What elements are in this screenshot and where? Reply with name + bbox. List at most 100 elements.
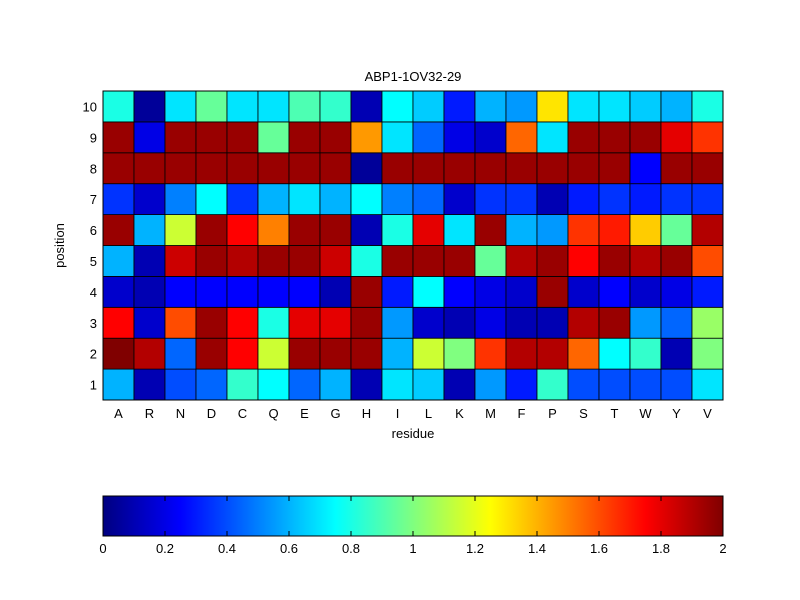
heatmap-cell-F-3 [505, 306, 538, 339]
heatmap-cell-K-5 [443, 245, 476, 277]
heatmap-cell-K-1 [443, 368, 476, 401]
heatmap-cell-G-4 [319, 275, 352, 308]
heatmap-cell-P-5 [536, 245, 569, 277]
heatmap-cell-K-2 [443, 337, 476, 370]
x-tick-label-A: A [114, 406, 123, 421]
heatmap-cell-Q-7 [257, 183, 290, 215]
heatmap-cell-G-1 [319, 368, 352, 401]
heatmap-cell-N-3 [164, 306, 197, 339]
heatmap-cell-K-4 [443, 275, 476, 308]
heatmap-cell-W-10 [629, 90, 662, 123]
y-tick-label-2: 2 [90, 347, 97, 362]
heatmap-cell-H-5 [350, 245, 383, 277]
heatmap-cell-T-2 [598, 337, 631, 370]
heatmap-cell-Y-6 [660, 214, 693, 246]
y-axis-label: position [52, 223, 67, 268]
heatmap-cell-Q-10 [257, 90, 290, 123]
x-tick-label-W: W [639, 406, 652, 421]
heatmap-cell-C-2 [226, 337, 259, 370]
heatmap-cell-T-3 [598, 306, 631, 339]
heatmap-cell-S-8 [567, 152, 600, 185]
heatmap-cell-E-6 [288, 214, 321, 246]
heatmap-cell-K-7 [443, 183, 476, 215]
heatmap-cell-M-10 [474, 90, 507, 123]
colorbar-tick-label: 0 [99, 541, 106, 556]
heatmap-cell-M-9 [474, 121, 507, 154]
heatmap-cell-W-8 [629, 152, 662, 185]
heatmap-cell-V-5 [691, 245, 724, 277]
colorbar-tick-label: 0.2 [156, 541, 174, 556]
x-tick-label-T: T [611, 406, 619, 421]
heatmap-cell-G-5 [319, 245, 352, 277]
heatmap-cell-S-3 [567, 306, 600, 339]
heatmap-cell-Q-8 [257, 152, 290, 185]
heatmap-cell-D-7 [195, 183, 228, 215]
heatmap-cell-N-10 [164, 90, 197, 123]
heatmap-cell-M-7 [474, 183, 507, 215]
heatmap-cell-C-8 [226, 152, 259, 185]
y-tick-labels: 1 2 3 4 5 6 7 8 9 10 [83, 99, 97, 392]
heatmap-cell-A-1 [102, 368, 135, 401]
heatmap-cell-F-9 [505, 121, 538, 154]
heatmap-cell-N-8 [164, 152, 197, 185]
colorbar-tick-label: 0.6 [280, 541, 298, 556]
heatmap-cell-S-1 [567, 368, 600, 401]
heatmap-cell-D-3 [195, 306, 228, 339]
heatmap-cell-Y-8 [660, 152, 693, 185]
y-tick-label-7: 7 [90, 192, 97, 207]
x-tick-label-S: S [579, 406, 588, 421]
heatmap-cell-S-9 [567, 121, 600, 154]
heatmap-cell-D-2 [195, 337, 228, 370]
heatmap-cell-A-4 [102, 275, 135, 308]
heatmap-cell-S-4 [567, 275, 600, 308]
heatmap-cell-V-6 [691, 214, 724, 246]
heatmap-cell-E-2 [288, 337, 321, 370]
heatmap-cell-F-5 [505, 245, 538, 277]
colorbar-tick-label: 1.6 [590, 541, 608, 556]
colorbar-tick-label: 0.8 [342, 541, 360, 556]
heatmap-cell-C-10 [226, 90, 259, 123]
heatmap-cell-T-7 [598, 183, 631, 215]
y-tick-label-1: 1 [90, 378, 97, 393]
heatmap-cell-A-2 [102, 337, 135, 370]
heatmap-cell-Y-7 [660, 183, 693, 215]
heatmap-cell-I-9 [381, 121, 414, 154]
heatmap-cell-V-3 [691, 306, 724, 339]
heatmap-cell-P-9 [536, 121, 569, 154]
heatmap-cell-V-1 [691, 368, 724, 401]
heatmap-cell-M-3 [474, 306, 507, 339]
heatmap-cell-V-10 [691, 90, 724, 123]
heatmap-cell-W-7 [629, 183, 662, 215]
heatmap-cells [102, 90, 724, 401]
heatmap-cell-G-2 [319, 337, 352, 370]
x-tick-label-H: H [362, 406, 371, 421]
colorbar-tick-label: 1.2 [466, 541, 484, 556]
heatmap-cell-Y-10 [660, 90, 693, 123]
heatmap-cell-S-10 [567, 90, 600, 123]
heatmap-cell-W-9 [629, 121, 662, 154]
heatmap-cell-T-1 [598, 368, 631, 401]
y-tick-label-6: 6 [90, 223, 97, 238]
colorbar-tick-label: 1.8 [652, 541, 670, 556]
heatmap-cell-L-3 [412, 306, 445, 339]
heatmap-cell-L-10 [412, 90, 445, 123]
heatmap-cell-E-8 [288, 152, 321, 185]
heatmap-cell-W-2 [629, 337, 662, 370]
x-tick-label-K: K [455, 406, 464, 421]
heatmap-cell-A-9 [102, 121, 135, 154]
colorbar-tick-label: 1.4 [528, 541, 546, 556]
plot-frame [102, 90, 724, 401]
y-tick-label-8: 8 [90, 161, 97, 176]
x-tick-label-C: C [238, 406, 247, 421]
heatmap-cell-L-7 [412, 183, 445, 215]
y-tick-label-10: 10 [83, 99, 97, 114]
heatmap-cell-E-9 [288, 121, 321, 154]
heatmap-cell-A-3 [102, 306, 135, 339]
heatmap-cell-T-8 [598, 152, 631, 185]
heatmap-cell-M-8 [474, 152, 507, 185]
x-tick-label-Y: Y [672, 406, 681, 421]
heatmap-cell-Q-4 [257, 275, 290, 308]
x-tick-label-R: R [145, 406, 154, 421]
heatmap-cell-P-7 [536, 183, 569, 215]
heatmap-cell-W-3 [629, 306, 662, 339]
